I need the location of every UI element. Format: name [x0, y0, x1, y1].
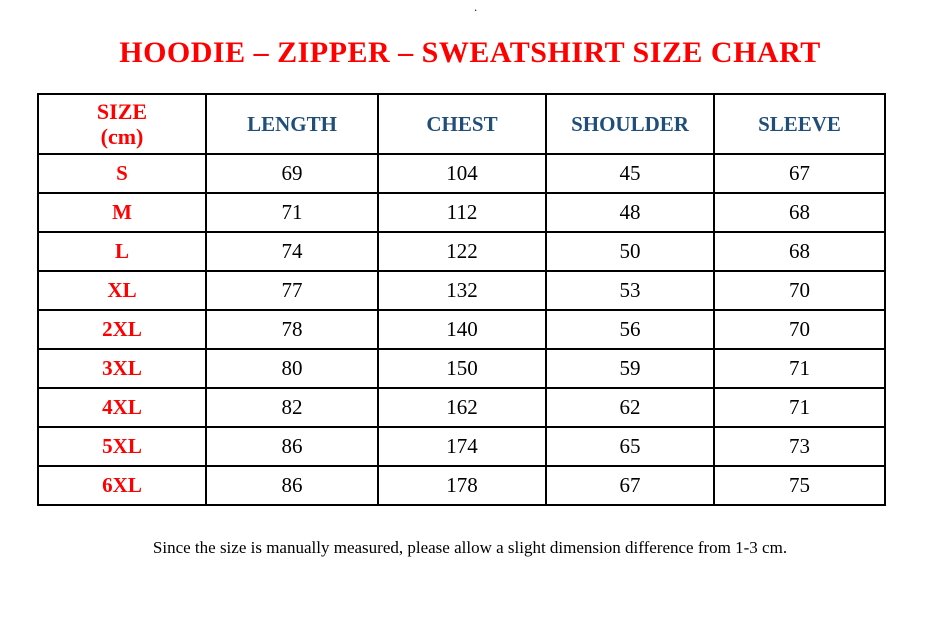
- table-row-l: L 74 122 50 68: [37, 231, 886, 272]
- shoulder-value: 65: [545, 426, 715, 467]
- table-header-row: SIZE (cm) LENGTH CHEST SHOULDER SLEEVE: [37, 93, 886, 155]
- length-value: 86: [205, 465, 379, 506]
- sleeve-value: 70: [713, 270, 886, 311]
- chest-value: 112: [377, 192, 547, 233]
- size-label: XL: [37, 270, 207, 311]
- length-value: 69: [205, 153, 379, 194]
- length-value: 71: [205, 192, 379, 233]
- shoulder-value: 62: [545, 387, 715, 428]
- size-label: L: [37, 231, 207, 272]
- length-value: 77: [205, 270, 379, 311]
- chest-value: 104: [377, 153, 547, 194]
- length-value: 78: [205, 309, 379, 350]
- sleeve-value: 67: [713, 153, 886, 194]
- chest-value: 162: [377, 387, 547, 428]
- sleeve-value: 73: [713, 426, 886, 467]
- shoulder-value: 59: [545, 348, 715, 389]
- table-row-4xl: 4XL 82 162 62 71: [37, 387, 886, 428]
- length-value: 80: [205, 348, 379, 389]
- size-label: 3XL: [37, 348, 207, 389]
- column-header-chest: CHEST: [377, 93, 547, 155]
- size-label: 2XL: [37, 309, 207, 350]
- shoulder-value: 50: [545, 231, 715, 272]
- shoulder-value: 53: [545, 270, 715, 311]
- size-label: 6XL: [37, 465, 207, 506]
- size-label: 4XL: [37, 387, 207, 428]
- table-row-2xl: 2XL 78 140 56 70: [37, 309, 886, 350]
- chest-value: 122: [377, 231, 547, 272]
- length-value: 86: [205, 426, 379, 467]
- size-header-line1: SIZE: [96, 98, 148, 124]
- shoulder-value: 45: [545, 153, 715, 194]
- size-label: M: [37, 192, 207, 233]
- sleeve-value: 75: [713, 465, 886, 506]
- table-row-3xl: 3XL 80 150 59 71: [37, 348, 886, 389]
- table-row-6xl: 6XL 86 178 67 75: [37, 465, 886, 506]
- size-header-line2: (cm): [100, 124, 144, 149]
- column-header-length: LENGTH: [205, 93, 379, 155]
- shoulder-value: 56: [545, 309, 715, 350]
- sleeve-value: 68: [713, 192, 886, 233]
- sleeve-value: 71: [713, 387, 886, 428]
- chest-value: 174: [377, 426, 547, 467]
- size-label: 5XL: [37, 426, 207, 467]
- chest-value: 150: [377, 348, 547, 389]
- chest-value: 132: [377, 270, 547, 311]
- size-chart-table: SIZE (cm) LENGTH CHEST SHOULDER SLEEVE S…: [37, 93, 886, 506]
- table-row-m: M 71 112 48 68: [37, 192, 886, 233]
- table-row-5xl: 5XL 86 174 65 73: [37, 426, 886, 467]
- column-header-size: SIZE (cm): [37, 93, 207, 155]
- sleeve-value: 71: [713, 348, 886, 389]
- column-header-sleeve: SLEEVE: [713, 93, 886, 155]
- table-row-xl: XL 77 132 53 70: [37, 270, 886, 311]
- page-title: HOODIE – ZIPPER – SWEATSHIRT SIZE CHART: [119, 36, 821, 69]
- sleeve-value: 68: [713, 231, 886, 272]
- sleeve-value: 70: [713, 309, 886, 350]
- measurement-disclaimer: Since the size is manually measured, ple…: [152, 538, 788, 557]
- chest-value: 178: [377, 465, 547, 506]
- shoulder-value: 67: [545, 465, 715, 506]
- stray-dot: .: [474, 0, 478, 14]
- chest-value: 140: [377, 309, 547, 350]
- length-value: 74: [205, 231, 379, 272]
- length-value: 82: [205, 387, 379, 428]
- table-row-s: S 69 104 45 67: [37, 153, 886, 194]
- shoulder-value: 48: [545, 192, 715, 233]
- column-header-shoulder: SHOULDER: [545, 93, 715, 155]
- size-label: S: [37, 153, 207, 194]
